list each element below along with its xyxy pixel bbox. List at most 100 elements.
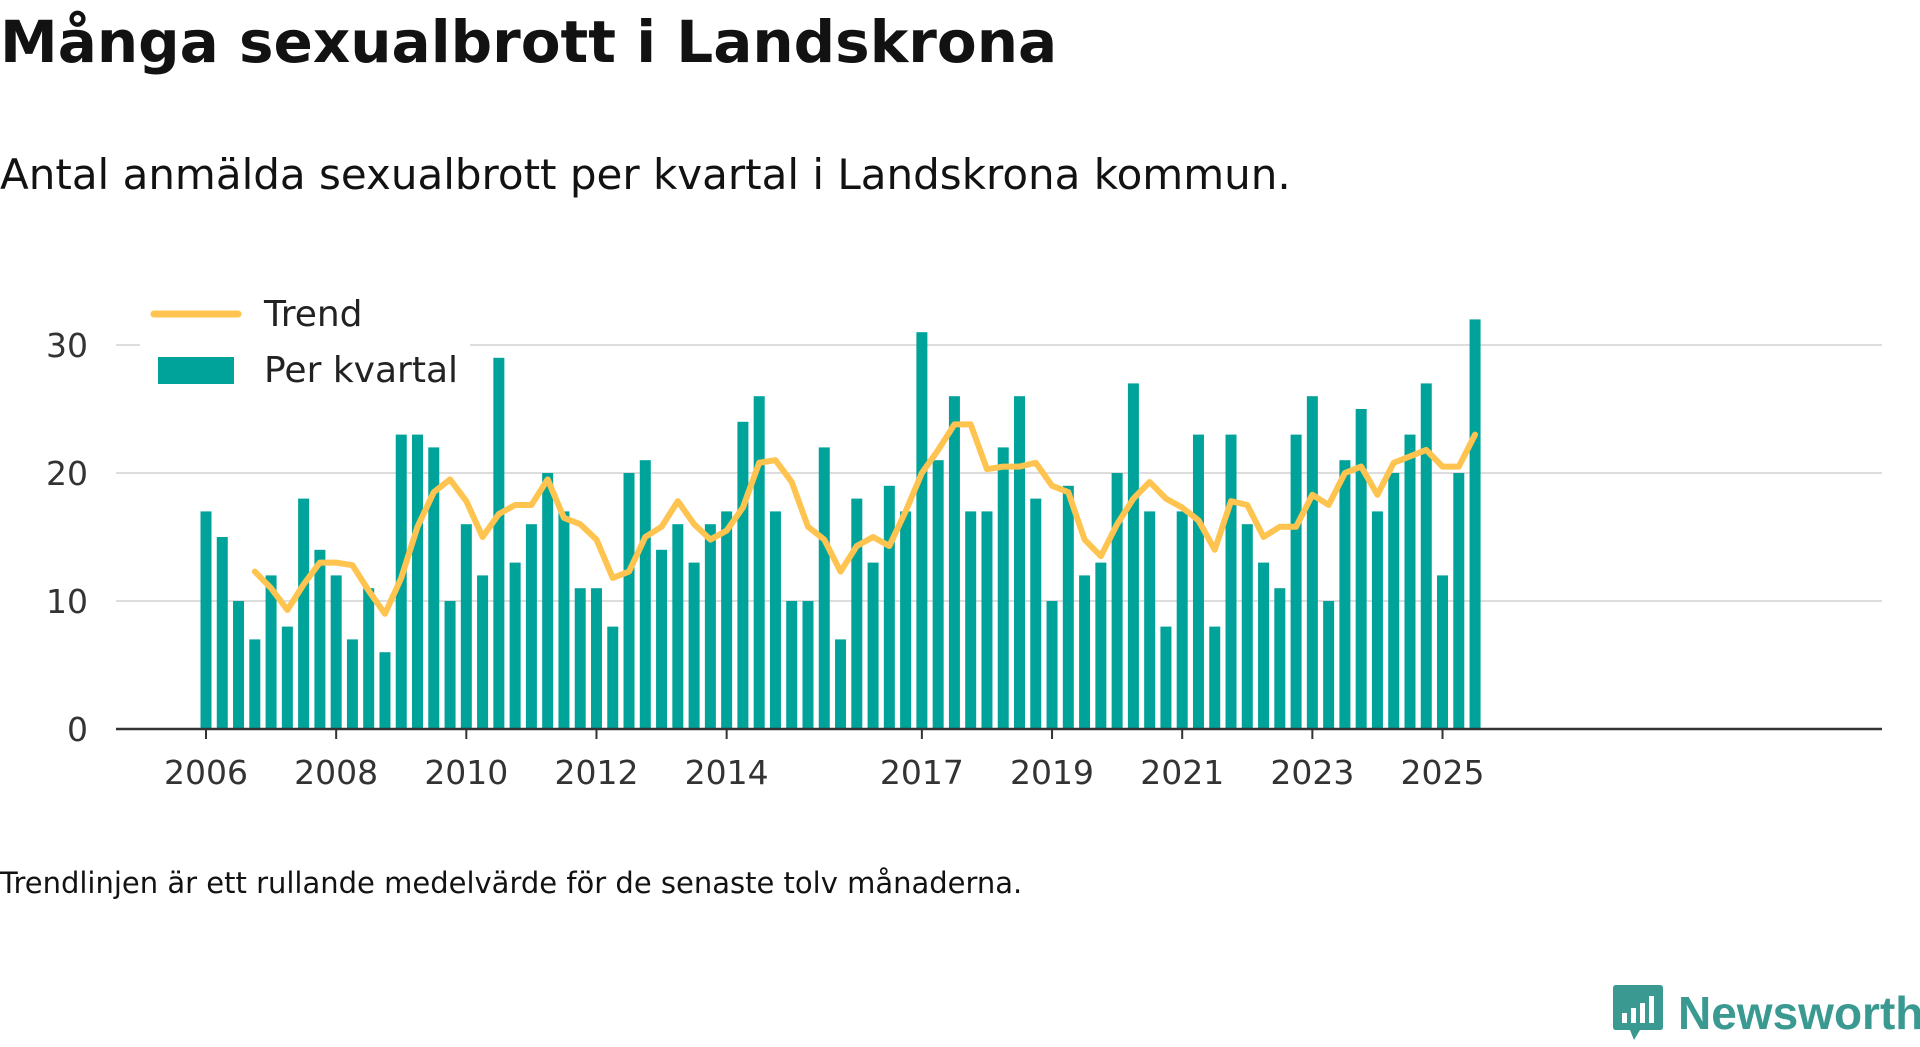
bar [542, 473, 554, 729]
bar [1030, 498, 1042, 729]
bar [656, 549, 668, 729]
bar [835, 639, 847, 729]
bar [1355, 409, 1367, 729]
trend-series [251, 421, 1479, 617]
bar [1144, 511, 1156, 729]
x-tick-label: 2017 [880, 753, 964, 792]
bar [477, 575, 489, 729]
bar [265, 575, 277, 729]
bar [428, 447, 440, 729]
chart-subtitle: Antal anmälda sexualbrott per kvartal i … [0, 150, 1291, 199]
bar [1209, 626, 1221, 729]
bar [1404, 434, 1416, 729]
bar [704, 524, 716, 729]
bar [1388, 473, 1400, 729]
bar [1371, 511, 1383, 729]
bar [249, 639, 261, 729]
x-tick-label: 2019 [1010, 753, 1094, 792]
bar [298, 498, 310, 729]
bar [997, 447, 1009, 729]
x-tick-label: 2006 [164, 753, 248, 792]
newsworthy-logo-icon [1612, 983, 1664, 1043]
trend-line [251, 421, 1479, 617]
bar [200, 511, 212, 729]
bar [574, 588, 586, 729]
bar [363, 588, 375, 729]
y-tick-label: 30 [46, 326, 88, 365]
y-tick-label: 20 [46, 454, 88, 493]
y-tick-label: 0 [67, 710, 88, 749]
legend: Trend Per kvartal [140, 282, 470, 400]
bar [1420, 383, 1432, 729]
brand: Newsworthy [1612, 980, 1920, 1046]
bar [1046, 601, 1058, 729]
bar [346, 639, 358, 729]
bar [216, 537, 228, 729]
x-tick-label: 2025 [1401, 753, 1485, 792]
bar [493, 357, 505, 729]
bar [412, 434, 424, 729]
chart-title: Många sexualbrott i Landskrona [0, 8, 1058, 76]
bar [1192, 434, 1204, 729]
bar-series [200, 319, 1481, 729]
bar [1111, 473, 1123, 729]
bar [314, 549, 326, 729]
bar [1014, 396, 1025, 729]
x-axis-ticks: 2006 2008 2010 2012 2014 2017 2019 2021 2023 2025 [164, 729, 1485, 792]
bar [607, 626, 619, 729]
bar [1258, 562, 1270, 729]
bar [802, 601, 814, 729]
bar [1469, 319, 1481, 729]
x-tick-label: 2023 [1270, 753, 1354, 792]
x-tick-label: 2014 [685, 753, 769, 792]
bar [639, 460, 651, 729]
bar [1453, 473, 1465, 729]
x-tick-label: 2008 [294, 753, 378, 792]
bar [688, 562, 700, 729]
bar [1437, 575, 1449, 729]
bar [672, 524, 684, 729]
bar [916, 332, 928, 729]
bar [818, 447, 830, 729]
bar [981, 511, 993, 729]
bar [1176, 511, 1188, 729]
bar [1290, 434, 1302, 729]
bar [1241, 524, 1253, 729]
footnote: Trendlinjen är ett rullande medelvärde f… [0, 866, 1023, 900]
bar [1079, 575, 1091, 729]
bar [1062, 485, 1074, 729]
x-tick-label: 2021 [1140, 753, 1224, 792]
bar [1127, 383, 1139, 729]
legend-trend-label: Trend [263, 294, 363, 335]
bar [460, 524, 472, 729]
bar [965, 511, 977, 729]
bar [721, 511, 733, 729]
bar [851, 498, 863, 729]
bar [558, 511, 570, 729]
bar [233, 601, 245, 729]
bar [769, 511, 781, 729]
bar [867, 562, 879, 729]
y-tick-label: 10 [46, 582, 88, 621]
bar [900, 511, 912, 729]
bar [1225, 434, 1237, 729]
bar [281, 626, 293, 729]
brand-name: Newsworthy [1678, 987, 1920, 1039]
bar [623, 473, 635, 729]
legend-bar-swatch [158, 357, 234, 384]
y-axis-ticks: 0 10 20 30 [46, 326, 88, 749]
bar [737, 421, 749, 729]
bar [753, 396, 765, 729]
bar [330, 575, 342, 729]
bar [1323, 601, 1335, 729]
bar [509, 562, 521, 729]
bar [1306, 396, 1318, 729]
legend-bar-label: Per kvartal [264, 350, 458, 391]
x-tick-label: 2010 [424, 753, 508, 792]
bar [948, 396, 960, 729]
bar [786, 601, 798, 729]
bar [932, 460, 944, 729]
bar [379, 652, 391, 729]
bar [1339, 460, 1351, 729]
x-tick-label: 2012 [554, 753, 638, 792]
